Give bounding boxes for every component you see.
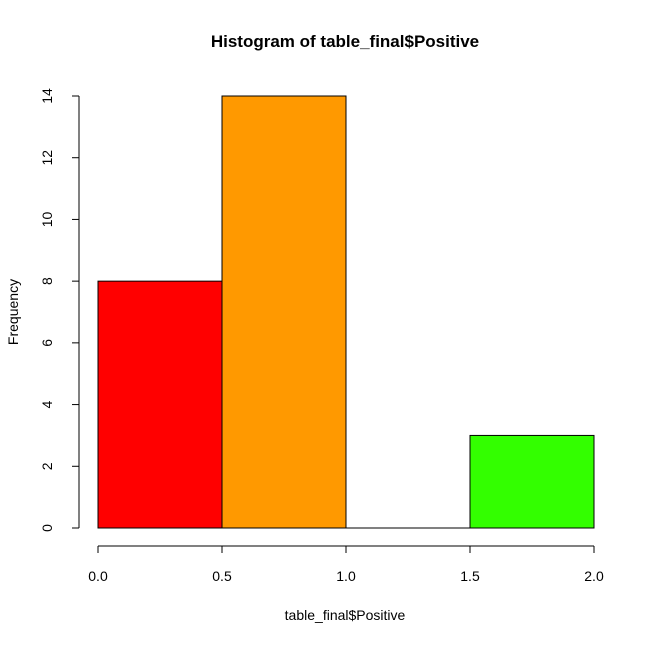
y-tick-label: 12	[39, 150, 55, 166]
x-tick-label: 2.0	[584, 568, 604, 584]
histogram-bar	[97, 280, 223, 529]
bars-group	[97, 95, 595, 529]
histogram-bar	[469, 434, 595, 529]
y-tick-label: 4	[39, 400, 55, 408]
y-tick-label: 14	[39, 88, 55, 104]
x-tick-label: 1.5	[460, 568, 480, 584]
y-axis-label: Frequency	[5, 279, 21, 345]
y-tick-label: 8	[39, 277, 55, 285]
y-tick-label: 6	[39, 339, 55, 347]
x-tick-label: 0.0	[88, 568, 108, 584]
y-tick-label: 0	[39, 524, 55, 532]
y-axis: 0 2 4 6 8 10 12 14	[39, 88, 80, 532]
x-tick-label: 1.0	[336, 568, 356, 584]
x-tick-label: 0.5	[212, 568, 232, 584]
x-axis: 0.0 0.5 1.0 1.5 2.0	[88, 545, 604, 584]
chart-title: Histogram of table_final$Positive	[211, 32, 479, 51]
y-tick-label: 2	[39, 462, 55, 470]
x-axis-label: table_final$Positive	[285, 607, 406, 623]
histogram-bar	[221, 95, 347, 529]
y-tick-label: 10	[39, 211, 55, 227]
